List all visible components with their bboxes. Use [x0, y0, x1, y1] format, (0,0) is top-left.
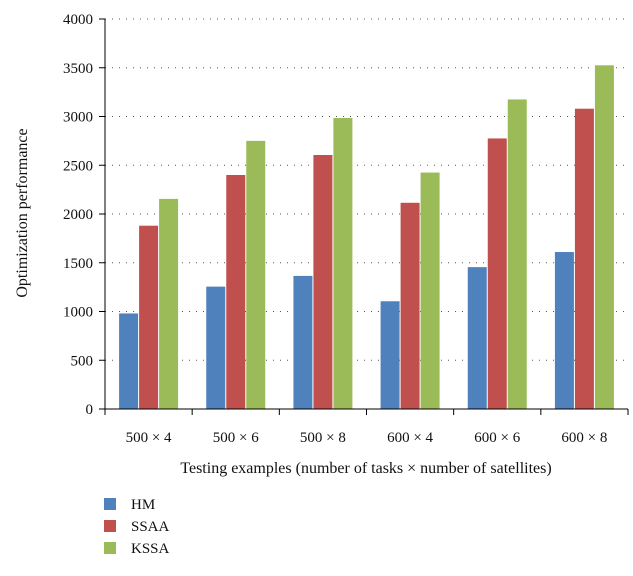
bar-ssaa-4	[487, 138, 507, 409]
x-axis-title: Testing examples (number of tasks × numb…	[180, 460, 551, 477]
x-tick-label: 500 × 4	[126, 430, 172, 446]
grid-lines	[105, 18, 628, 361]
x-tick-label: 500 × 8	[300, 430, 346, 446]
axes	[99, 18, 629, 415]
legend-swatch-kssa	[104, 542, 116, 554]
bar-hm-0	[119, 313, 139, 409]
bar-hm-1	[206, 286, 226, 409]
legend-swatch-ssaa	[104, 520, 116, 532]
y-tick-label: 2500	[63, 158, 93, 174]
bar-ssaa-1	[226, 175, 246, 409]
y-tick-label: 1500	[63, 256, 93, 272]
y-axis-title: Optimization performance	[14, 128, 31, 297]
x-tick-label: 600 × 4	[387, 430, 433, 446]
bar-kssa-0	[159, 198, 179, 409]
bar-kssa-4	[507, 99, 527, 409]
legend: HM SSAA KSSA	[104, 497, 170, 557]
x-tick-labels: 500 × 4 500 × 6 500 × 8 600 × 4 600 × 6 600 ×…	[126, 430, 608, 446]
y-tick-label: 0	[86, 402, 94, 418]
legend-label-hm: HM	[131, 497, 155, 513]
legend-swatch-hm	[104, 498, 116, 510]
bar-kssa-5	[594, 65, 614, 409]
y-tick-label: 500	[71, 353, 94, 369]
y-tick-label: 1000	[63, 305, 93, 321]
y-tick-label: 2000	[63, 207, 93, 223]
y-tick-labels: 0 500 1000 1500 2000 2500 3000 3500 4000	[63, 12, 93, 418]
bar-ssaa-2	[313, 155, 333, 409]
bar-hm-3	[380, 301, 400, 409]
x-tick-label: 500 × 6	[213, 430, 259, 446]
bars	[119, 65, 614, 410]
x-tick-label: 600 × 6	[474, 430, 520, 446]
bar-kssa-2	[333, 117, 353, 410]
legend-label-kssa: KSSA	[131, 541, 170, 557]
bar-ssaa-5	[574, 108, 594, 409]
bar-ssaa-3	[400, 202, 420, 409]
bar-ssaa-0	[139, 225, 159, 409]
bar-hm-4	[467, 267, 487, 409]
y-tick-label: 3000	[63, 110, 93, 126]
x-tick-label: 600 × 8	[561, 430, 607, 446]
bar-hm-2	[293, 275, 313, 409]
y-tick-label: 4000	[63, 12, 93, 28]
bar-hm-5	[554, 252, 574, 409]
y-tick-label: 3500	[63, 61, 93, 77]
bar-kssa-1	[246, 140, 266, 409]
bar-kssa-3	[420, 172, 440, 409]
legend-label-ssaa: SSAA	[131, 519, 170, 535]
